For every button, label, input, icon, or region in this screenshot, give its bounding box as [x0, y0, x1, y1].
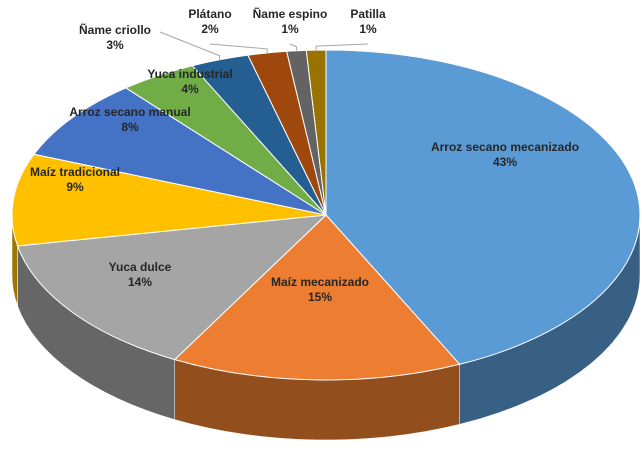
data-label-value: 14% — [128, 275, 152, 289]
data-label-name: Patilla — [350, 7, 386, 21]
leader-line — [209, 43, 268, 53]
slice — [16, 214, 328, 361]
data-label-value: 1% — [281, 22, 299, 36]
data-label-value: 9% — [66, 180, 84, 194]
slice — [33, 87, 327, 216]
data-label-value: 4% — [181, 82, 199, 96]
data-label-value: 8% — [121, 120, 139, 134]
slice — [11, 153, 327, 247]
data-label-name: Maíz tradicional — [30, 165, 120, 179]
data-label-name: Arroz secano mecanizado — [431, 140, 579, 154]
data-label-name: Arroz secano manual — [69, 105, 190, 119]
data-label-name: Maíz mecanizado — [271, 275, 369, 289]
leader-line — [315, 43, 369, 51]
data-label-name: Ñame espino — [253, 6, 328, 21]
data-label-name: Plátano — [188, 7, 231, 21]
leader-line — [289, 43, 297, 51]
data-label-value: 1% — [359, 22, 377, 36]
data-label-name: Ñame criollo — [79, 22, 151, 37]
slice — [325, 49, 641, 365]
data-label-name: Yuca dulce — [109, 260, 172, 274]
data-label-name: Yuca industrial — [147, 67, 232, 81]
data-label-value: 43% — [493, 155, 517, 169]
leader-line — [159, 31, 221, 60]
data-label-value: 3% — [106, 38, 124, 52]
slice — [173, 214, 461, 381]
slice — [305, 49, 327, 216]
data-label-value: 15% — [308, 290, 332, 304]
data-label-value: 2% — [201, 22, 219, 36]
